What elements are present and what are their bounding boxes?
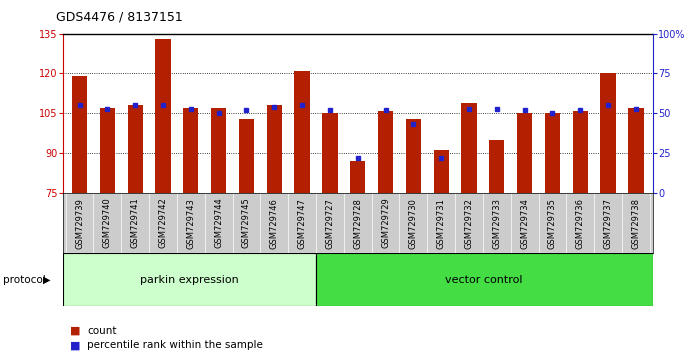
Text: protocol: protocol: [3, 275, 46, 285]
Text: ■: ■: [70, 326, 80, 336]
Text: GSM729735: GSM729735: [548, 198, 557, 249]
Text: GSM729727: GSM729727: [325, 198, 334, 249]
Text: GSM729729: GSM729729: [381, 198, 390, 249]
Bar: [489, 140, 505, 193]
Text: vector control: vector control: [445, 275, 523, 285]
Bar: [406, 119, 421, 193]
Text: GSM729746: GSM729746: [269, 198, 279, 249]
Bar: [433, 150, 449, 193]
Bar: [378, 110, 393, 193]
Bar: [322, 113, 338, 193]
Bar: [600, 73, 616, 193]
Bar: [572, 110, 588, 193]
Bar: [211, 108, 226, 193]
Bar: [295, 71, 310, 193]
Text: GSM729743: GSM729743: [186, 198, 195, 249]
Bar: [517, 113, 533, 193]
Text: GSM729738: GSM729738: [632, 198, 641, 249]
FancyBboxPatch shape: [63, 253, 315, 306]
Text: GSM729739: GSM729739: [75, 198, 84, 249]
Text: GSM729747: GSM729747: [297, 198, 306, 249]
Text: GDS4476 / 8137151: GDS4476 / 8137151: [56, 11, 183, 24]
Text: GSM729741: GSM729741: [131, 198, 140, 249]
Text: GSM729736: GSM729736: [576, 198, 585, 249]
Text: percentile rank within the sample: percentile rank within the sample: [87, 340, 263, 350]
Text: GSM729734: GSM729734: [520, 198, 529, 249]
Bar: [72, 76, 87, 193]
Bar: [267, 105, 282, 193]
Text: GSM729731: GSM729731: [437, 198, 446, 249]
Bar: [350, 161, 365, 193]
Bar: [545, 113, 560, 193]
FancyBboxPatch shape: [315, 253, 653, 306]
Text: GSM729728: GSM729728: [353, 198, 362, 249]
Bar: [128, 105, 143, 193]
Text: ■: ■: [70, 340, 80, 350]
Text: GSM729730: GSM729730: [409, 198, 418, 249]
Bar: [100, 108, 115, 193]
Text: ▶: ▶: [43, 275, 51, 285]
Text: GSM729744: GSM729744: [214, 198, 223, 249]
Text: GSM729742: GSM729742: [158, 198, 168, 249]
Text: GSM729745: GSM729745: [242, 198, 251, 249]
Text: GSM729733: GSM729733: [492, 198, 501, 249]
Bar: [156, 39, 170, 193]
Bar: [628, 108, 644, 193]
Text: count: count: [87, 326, 117, 336]
Bar: [183, 108, 198, 193]
Text: GSM729732: GSM729732: [464, 198, 473, 249]
Text: GSM729740: GSM729740: [103, 198, 112, 249]
Text: parkin expression: parkin expression: [140, 275, 239, 285]
Bar: [239, 119, 254, 193]
Text: GSM729737: GSM729737: [604, 198, 613, 249]
Bar: [461, 103, 477, 193]
